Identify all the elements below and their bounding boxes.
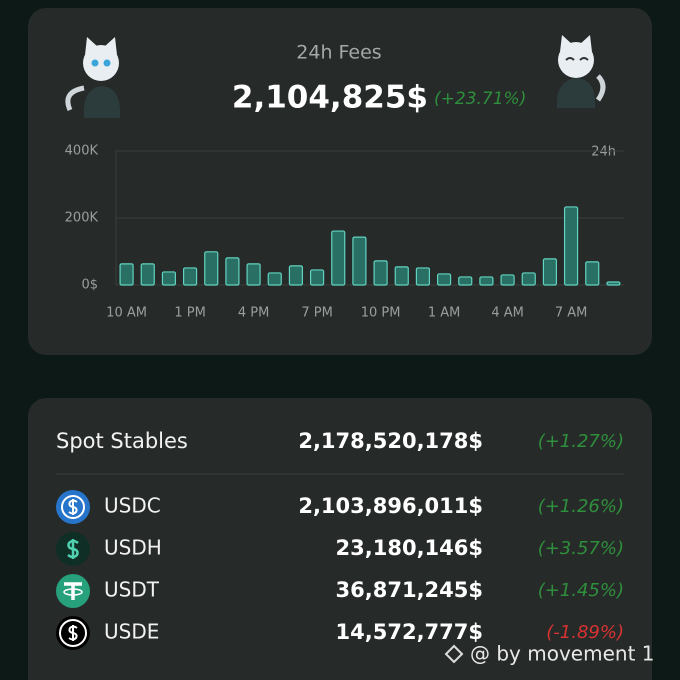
watermark: @ by movement 1 — [470, 642, 655, 666]
bar — [415, 267, 431, 286]
x-tick-label: 7 PM — [301, 306, 332, 321]
x-tick-label: 1 AM — [428, 306, 461, 321]
stable-value: 23,180,146$ — [336, 536, 483, 560]
usdh-icon — [56, 532, 90, 566]
bar — [246, 263, 261, 286]
stable-name: USDC — [104, 494, 161, 518]
bar — [563, 206, 579, 286]
stable-name: USDE — [104, 620, 159, 644]
stable-name: USDT — [104, 578, 160, 602]
stable-name: Spot Stables — [56, 429, 188, 453]
x-tick-label: 10 AM — [106, 306, 147, 321]
bar — [182, 267, 198, 286]
stable-change: (+3.57%) — [538, 538, 624, 559]
bar — [373, 260, 388, 286]
stable-change: (+1.45%) — [538, 580, 624, 601]
bar — [606, 281, 621, 286]
bar — [542, 258, 558, 286]
bar — [309, 269, 325, 286]
bar — [436, 273, 452, 286]
bar — [140, 263, 155, 286]
fees-change: (+23.71%) — [434, 89, 526, 109]
stable-value: 2,103,896,011$ — [298, 494, 483, 518]
stable-change: (-1.89%) — [546, 622, 624, 643]
watermark-icon — [444, 644, 464, 664]
bar — [352, 236, 367, 286]
stable-change: (+1.26%) — [538, 496, 624, 517]
period-label: 24h — [591, 145, 616, 160]
bar — [119, 263, 134, 286]
bar — [288, 265, 304, 286]
bar — [394, 266, 409, 286]
usdt-icon — [56, 574, 90, 608]
x-tick-label: 4 PM — [238, 306, 269, 321]
y-tick-label: 400K — [65, 144, 99, 159]
bar — [458, 276, 473, 286]
bar — [331, 230, 346, 286]
bar — [500, 274, 515, 286]
stables-card — [28, 398, 652, 680]
fees-total: 2,104,825$ — [232, 80, 428, 116]
x-tick-label: 4 AM — [491, 306, 524, 321]
stable-value: 14,572,777$ — [336, 620, 483, 644]
x-tick-label: 1 PM — [174, 306, 205, 321]
x-tick-label: 10 PM — [361, 306, 401, 321]
mascot-right — [556, 35, 606, 108]
y-tick-label: 200K — [65, 211, 99, 226]
x-tick-label: 7 AM — [555, 306, 588, 321]
bar — [521, 272, 536, 286]
bar — [479, 276, 494, 286]
fees-title: 24h Fees — [296, 42, 381, 64]
stable-name: USDH — [104, 536, 162, 560]
usde-icon — [56, 616, 90, 650]
bar — [161, 271, 177, 286]
y-tick-label: 0$ — [81, 278, 98, 293]
mascot-left — [65, 37, 121, 118]
bar — [225, 257, 240, 286]
bar — [267, 272, 282, 286]
stable-value: 36,871,245$ — [336, 578, 483, 602]
stable-change: (+1.27%) — [538, 431, 624, 452]
bar — [204, 251, 219, 286]
stable-value: 2,178,520,178$ — [298, 429, 483, 453]
bar — [585, 261, 600, 286]
usdc-icon — [56, 490, 90, 524]
